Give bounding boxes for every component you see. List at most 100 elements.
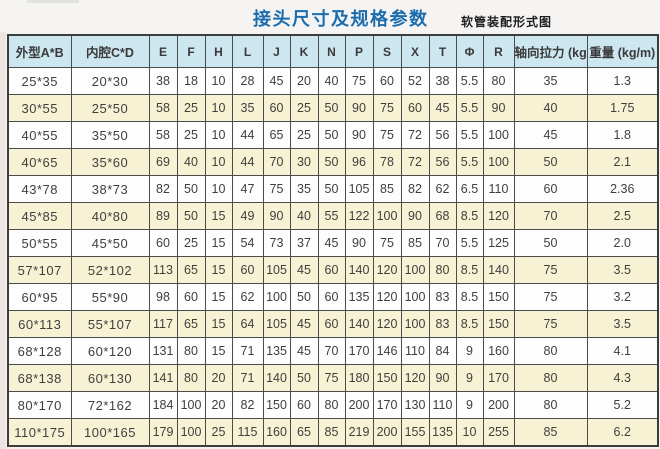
table-cell: 146 (372, 337, 402, 366)
table-cell: 60 (400, 94, 430, 123)
table-cell: 184 (148, 391, 178, 420)
table-cell: 70 (513, 202, 588, 231)
table-cell: 200 (372, 418, 402, 447)
table-cell: 56 (428, 121, 457, 150)
table-row: 60*113 55*107 117 65 15 64 105 45 60 140 120 100 83 8… (7, 310, 659, 339)
table-cell: 60 (231, 256, 264, 285)
table-cell: 3.2 (586, 283, 659, 312)
table-cell: 35*60 (70, 148, 150, 177)
table-cell: 131 (148, 337, 178, 366)
table-cell: 60 (289, 391, 319, 420)
column-header: L (231, 34, 264, 68)
column-header: J (262, 34, 291, 68)
table-row: 40*55 35*50 58 25 10 44 65 25 50 90 75 72 56 5.5 100 45… (7, 121, 659, 150)
column-header: E (148, 34, 178, 68)
table-cell: 140 (262, 364, 291, 393)
table-cell: 75 (262, 175, 291, 204)
table-cell: 20 (204, 391, 233, 420)
table-cell: 25 (176, 94, 206, 123)
table-row: 40*65 35*60 69 40 10 44 70 30 50 96 78 72 56 5.5 100 50… (7, 148, 659, 177)
table-cell: 25 (176, 121, 206, 150)
table-cell: 89 (148, 202, 178, 231)
table-cell: 72 (400, 121, 430, 150)
table-cell: 35*50 (70, 121, 150, 150)
table-cell: 60 (317, 310, 346, 339)
table-cell: 69 (148, 148, 178, 177)
table-cell: 65 (289, 418, 319, 447)
table-cell: 52*102 (70, 256, 150, 285)
table-cell: 1.75 (586, 94, 659, 123)
table-cell: 45*85 (7, 202, 72, 231)
table-row: 60*95 55*90 98 60 15 62 100 50 60 135 120 100 83 8.5 1… (7, 283, 659, 312)
table-cell: 135 (428, 418, 457, 447)
table-cell: 90 (344, 229, 374, 258)
table-cell: 60 (317, 256, 346, 285)
table-cell: 38 (148, 66, 178, 96)
table-cell: 82 (148, 175, 178, 204)
table-cell: 200 (482, 391, 515, 420)
table-cell: 45*50 (70, 229, 150, 258)
table-cell: 50 (317, 121, 346, 150)
table-cell: 50 (176, 202, 206, 231)
table-cell: 15 (204, 283, 233, 312)
table-cell: 80 (428, 256, 457, 285)
table-cell: 45 (262, 66, 291, 96)
table-cell: 160 (482, 337, 515, 366)
column-header: S (372, 34, 402, 68)
table-cell: 155 (400, 418, 430, 447)
table-cell: 10 (204, 175, 233, 204)
table-cell: 120 (482, 202, 515, 231)
table-cell: 9 (455, 391, 484, 420)
table-cell: 100 (400, 256, 430, 285)
spec-table: 外型A*B 内腔C*D E F H L J K N P S X T Φ R 轴向拉力 (kg) 重量 (kg/m… (7, 34, 659, 447)
table-cell: 62 (428, 175, 457, 204)
table-cell: 96 (344, 148, 374, 177)
table-cell: 28 (231, 66, 264, 96)
table-cell: 25*35 (7, 66, 72, 96)
table-cell: 150 (482, 310, 515, 339)
table-cell: 25 (289, 94, 319, 123)
table-cell: 8.5 (455, 310, 484, 339)
table-cell: 150 (262, 391, 291, 420)
table-cell: 105 (262, 310, 291, 339)
table-cell: 2.36 (586, 175, 659, 204)
table-cell: 71 (231, 364, 264, 393)
table-cell: 50 (317, 94, 346, 123)
column-header: X (400, 34, 430, 68)
table-cell: 80 (317, 391, 346, 420)
table-cell: 83 (428, 283, 457, 312)
table-row: 25*35 20*30 38 18 10 28 45 20 40 75 60 52 38 5.5 80 35 1… (7, 66, 659, 96)
table-cell: 100*165 (70, 418, 150, 447)
table-cell: 120 (400, 364, 430, 393)
table-cell: 20 (289, 66, 319, 96)
table-cell: 160 (262, 418, 291, 447)
table-cell: 8.5 (455, 283, 484, 312)
table-cell: 71 (231, 337, 264, 366)
table-cell: 49 (231, 202, 264, 231)
table-cell: 50 (176, 175, 206, 204)
table-cell: 56 (428, 148, 457, 177)
table-cell: 68*128 (7, 337, 72, 366)
table-cell: 55*107 (70, 310, 150, 339)
table-cell: 65 (176, 310, 206, 339)
table-cell: 255 (482, 418, 515, 447)
table-cell: 85 (372, 175, 402, 204)
table-cell: 120 (372, 283, 402, 312)
column-header: 轴向拉力 (kg) (513, 34, 588, 68)
table-cell: 40 (289, 202, 319, 231)
table-cell: 37 (289, 229, 319, 258)
table-cell: 50 (513, 229, 588, 258)
table-cell: 1.8 (586, 121, 659, 150)
table-cell: 5.5 (455, 148, 484, 177)
table-row: 43*78 38*73 82 50 10 47 75 35 50 105 85 82 62 6.5 110 6… (7, 175, 659, 204)
table-cell: 150 (372, 364, 402, 393)
table-cell: 60 (148, 229, 178, 258)
table-cell: 58 (148, 94, 178, 123)
table-cell: 30*55 (7, 94, 72, 123)
table-cell: 110*175 (7, 418, 72, 447)
table-cell: 25*50 (70, 94, 150, 123)
table-cell: 110 (400, 337, 430, 366)
table-cell: 15 (204, 202, 233, 231)
table-cell: 38*73 (70, 175, 150, 204)
table-cell: 140 (344, 256, 374, 285)
